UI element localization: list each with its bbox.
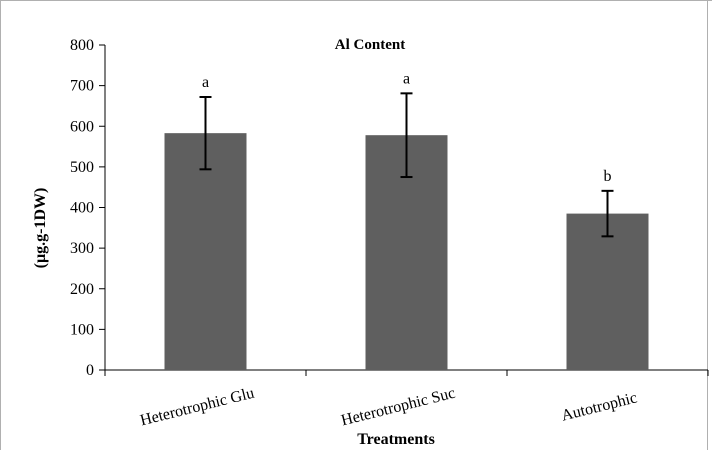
y-tick-label: 200 xyxy=(70,281,94,298)
y-axis-title: (µg.g-1DW) xyxy=(32,188,49,269)
y-tick-label: 800 xyxy=(70,37,94,54)
bar xyxy=(566,213,649,370)
y-tick-label: 500 xyxy=(70,159,94,176)
significance-letter: a xyxy=(202,74,209,91)
y-tick-label: 400 xyxy=(70,200,94,217)
plot-area: 0 100 200 300 400 500 600 700 800 a Heterotrophic … xyxy=(70,37,709,430)
bar xyxy=(164,133,247,370)
x-tick-label: Autotrophic xyxy=(560,389,639,424)
chart-title: Al Content xyxy=(335,37,405,53)
y-tick-label: 300 xyxy=(70,240,94,257)
y-tick-label: 600 xyxy=(70,118,94,135)
significance-letter: a xyxy=(403,70,410,87)
y-tick-label: 700 xyxy=(70,78,94,95)
x-axis-title: Treatments xyxy=(357,431,435,448)
significance-letter: b xyxy=(604,168,612,185)
y-tick-label: 0 xyxy=(86,362,94,379)
y-tick-label: 100 xyxy=(70,321,94,338)
x-tick-label: Heterotrophic Glu xyxy=(138,385,256,430)
x-tick-label: Heterotrophic Suc xyxy=(339,385,457,430)
